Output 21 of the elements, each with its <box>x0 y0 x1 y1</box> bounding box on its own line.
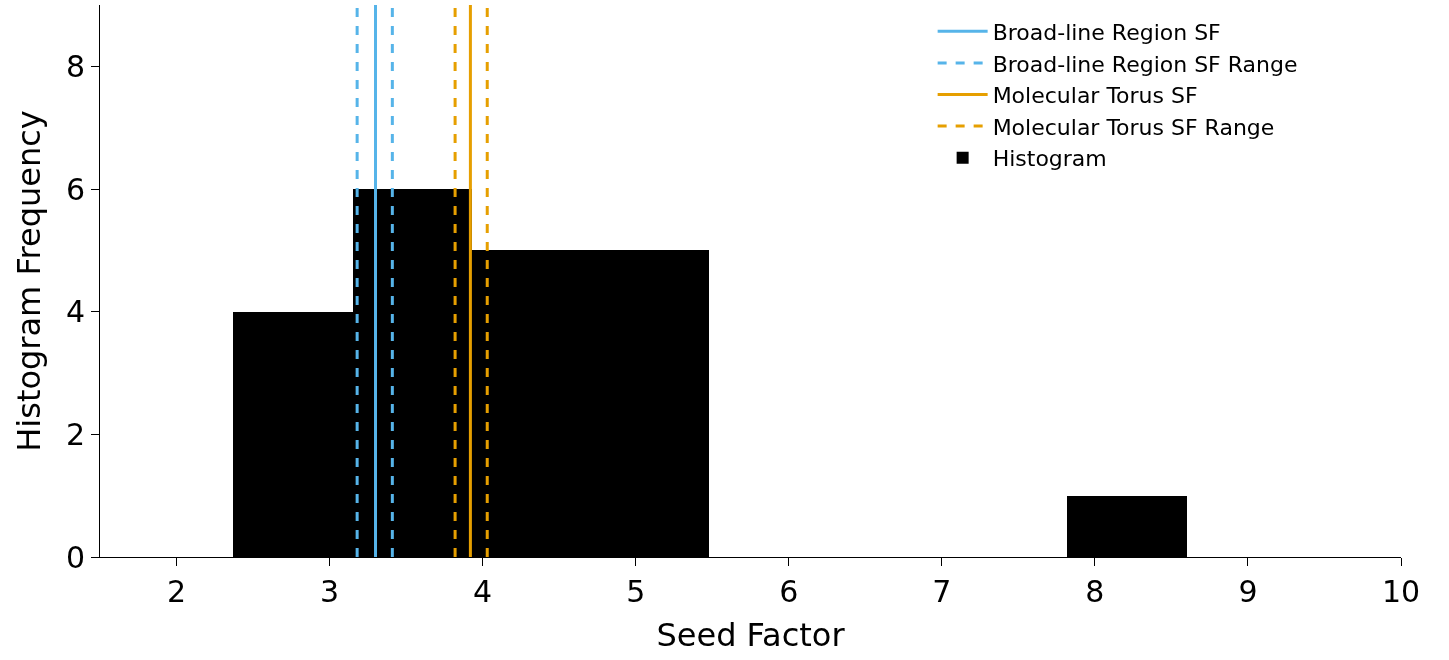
y-tick-label: 2 <box>65 416 85 452</box>
x-tick-label: 3 <box>320 574 340 609</box>
legend-label: Molecular Torus SF Range <box>992 114 1275 140</box>
x-tick-label: 10 <box>1381 574 1421 609</box>
x-tick-label: 7 <box>932 574 952 609</box>
x-tick-label: 2 <box>166 574 187 609</box>
x-axis-title: Seed Factor <box>656 615 846 654</box>
legend-label: Histogram <box>992 146 1107 172</box>
y-tick-label: 6 <box>65 171 85 207</box>
y-tick-label: 8 <box>65 48 85 84</box>
legend-label: Broad-line Region SF <box>992 19 1221 45</box>
y-tick-label: 4 <box>65 294 85 330</box>
x-tick-label: 9 <box>1238 574 1258 609</box>
legend-label: Broad-line Region SF Range <box>992 51 1298 77</box>
x-tick-label: 4 <box>473 574 493 609</box>
x-tick-label: 6 <box>779 574 799 609</box>
y-axis-title: Histogram Frequency <box>10 110 49 452</box>
legend-label: Molecular Torus SF <box>992 83 1198 109</box>
y-tick-label: 0 <box>65 539 85 575</box>
x-tick-label: 5 <box>626 574 646 609</box>
x-tick-label: 8 <box>1085 574 1105 609</box>
